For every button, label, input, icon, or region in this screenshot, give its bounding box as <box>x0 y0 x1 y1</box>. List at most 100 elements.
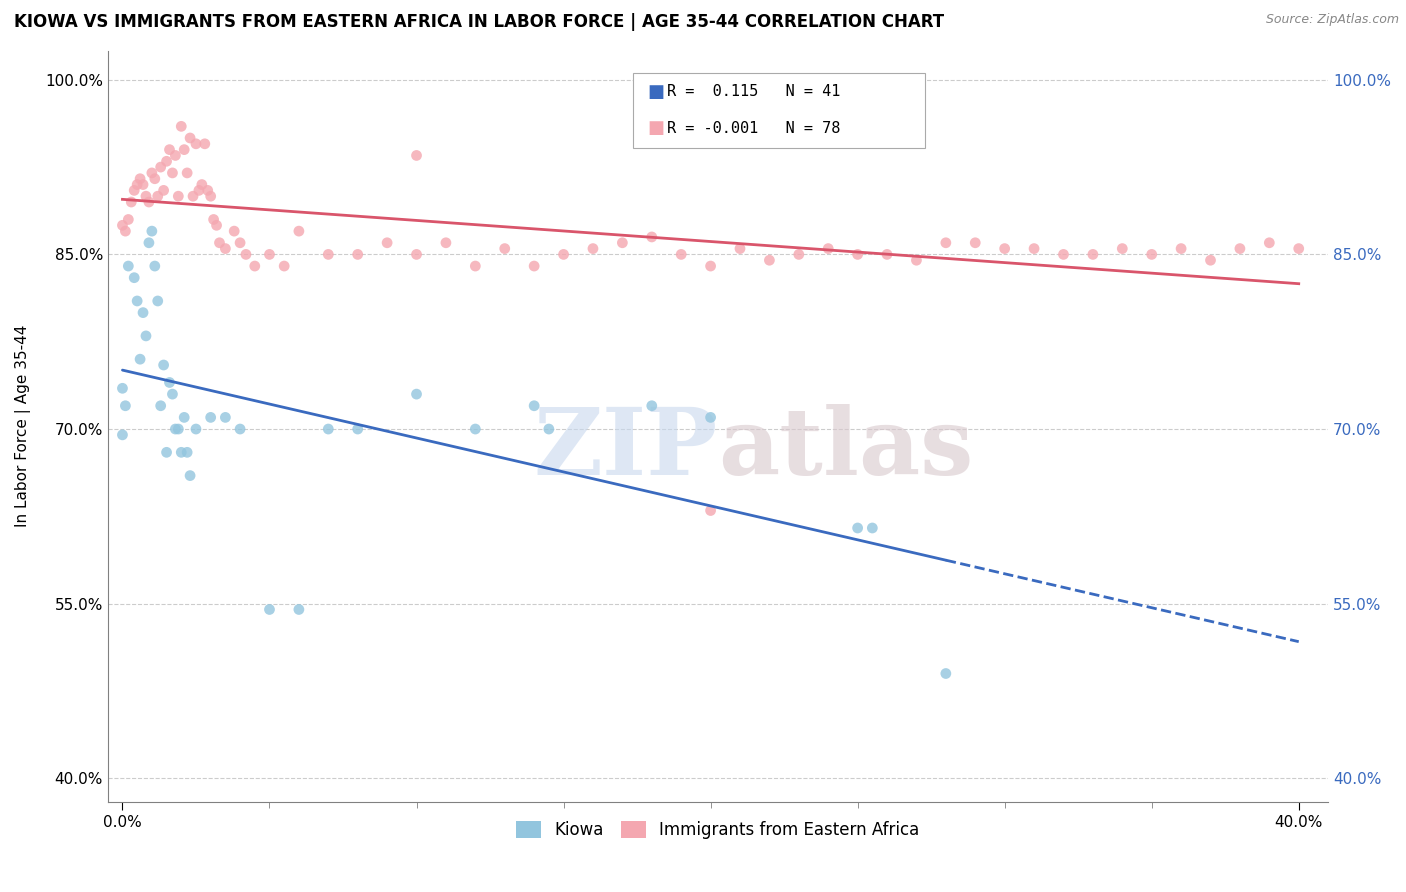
Point <box>464 259 486 273</box>
Point <box>184 136 207 151</box>
Point <box>1170 242 1192 256</box>
Point <box>494 242 516 256</box>
Point <box>146 293 169 308</box>
Point <box>641 230 664 244</box>
Point <box>229 235 252 250</box>
Point <box>318 422 340 436</box>
Point <box>1111 242 1133 256</box>
Point <box>152 183 174 197</box>
Point <box>935 235 957 250</box>
Point <box>129 352 152 367</box>
Point <box>141 224 163 238</box>
Point <box>318 247 340 261</box>
Point <box>846 521 869 535</box>
Point <box>728 242 751 256</box>
Point <box>187 183 209 197</box>
Point <box>699 259 721 273</box>
Point <box>114 399 136 413</box>
Point <box>132 305 155 319</box>
Point <box>876 247 898 261</box>
Point <box>208 235 231 250</box>
Point <box>523 399 546 413</box>
Text: atlas: atlas <box>718 404 973 493</box>
Point <box>1288 242 1310 256</box>
FancyBboxPatch shape <box>633 73 925 148</box>
Point <box>197 183 219 197</box>
Legend: Kiowa, Immigrants from Eastern Africa: Kiowa, Immigrants from Eastern Africa <box>510 814 927 846</box>
Point <box>243 259 266 273</box>
Point <box>1258 235 1281 250</box>
Point <box>905 253 928 268</box>
Point <box>235 247 257 261</box>
Point <box>159 143 181 157</box>
Point <box>135 189 157 203</box>
Point <box>1199 253 1222 268</box>
Point <box>699 410 721 425</box>
Point <box>117 259 139 273</box>
Point <box>122 270 145 285</box>
Point <box>229 422 252 436</box>
Point <box>699 503 721 517</box>
Point <box>138 235 160 250</box>
Point <box>582 242 605 256</box>
Point <box>434 235 457 250</box>
Point <box>1140 247 1163 261</box>
Point <box>205 219 228 233</box>
Point <box>994 242 1017 256</box>
Point <box>787 247 810 261</box>
Point <box>167 422 190 436</box>
Point <box>537 422 560 436</box>
Point <box>138 194 160 209</box>
Point <box>1229 242 1251 256</box>
Point <box>464 422 486 436</box>
Point <box>214 410 236 425</box>
Point <box>165 148 187 162</box>
Text: ■: ■ <box>647 83 664 101</box>
Point <box>143 259 166 273</box>
Point <box>146 189 169 203</box>
Point <box>173 143 195 157</box>
Point <box>162 387 184 401</box>
Point <box>224 224 246 238</box>
Point <box>167 189 190 203</box>
Y-axis label: In Labor Force | Age 35-44: In Labor Force | Age 35-44 <box>15 325 31 527</box>
Point <box>553 247 575 261</box>
Text: R = -0.001   N = 78: R = -0.001 N = 78 <box>666 120 839 136</box>
Point <box>114 224 136 238</box>
Point <box>346 247 368 261</box>
Point <box>935 666 957 681</box>
Text: ■: ■ <box>647 119 664 137</box>
Point <box>965 235 987 250</box>
Point <box>184 422 207 436</box>
Point <box>191 178 214 192</box>
Point <box>1052 247 1074 261</box>
Point <box>176 166 198 180</box>
Point <box>120 194 142 209</box>
Text: ZIP: ZIP <box>534 404 718 493</box>
Point <box>122 183 145 197</box>
Point <box>135 329 157 343</box>
Point <box>405 247 427 261</box>
Point <box>117 212 139 227</box>
Point <box>143 171 166 186</box>
Point <box>200 189 222 203</box>
Point <box>259 602 281 616</box>
Point <box>405 387 427 401</box>
Point <box>1081 247 1104 261</box>
Point <box>155 445 177 459</box>
Point <box>641 399 664 413</box>
Point <box>159 376 181 390</box>
Point <box>200 410 222 425</box>
Point <box>202 212 225 227</box>
Point <box>149 160 172 174</box>
Point <box>669 247 692 261</box>
Point <box>194 136 217 151</box>
Point <box>405 148 427 162</box>
Point <box>346 422 368 436</box>
Text: Source: ZipAtlas.com: Source: ZipAtlas.com <box>1265 13 1399 27</box>
Point <box>129 171 152 186</box>
Point <box>179 131 201 145</box>
Point <box>846 247 869 261</box>
Point <box>170 445 193 459</box>
Point <box>758 253 780 268</box>
